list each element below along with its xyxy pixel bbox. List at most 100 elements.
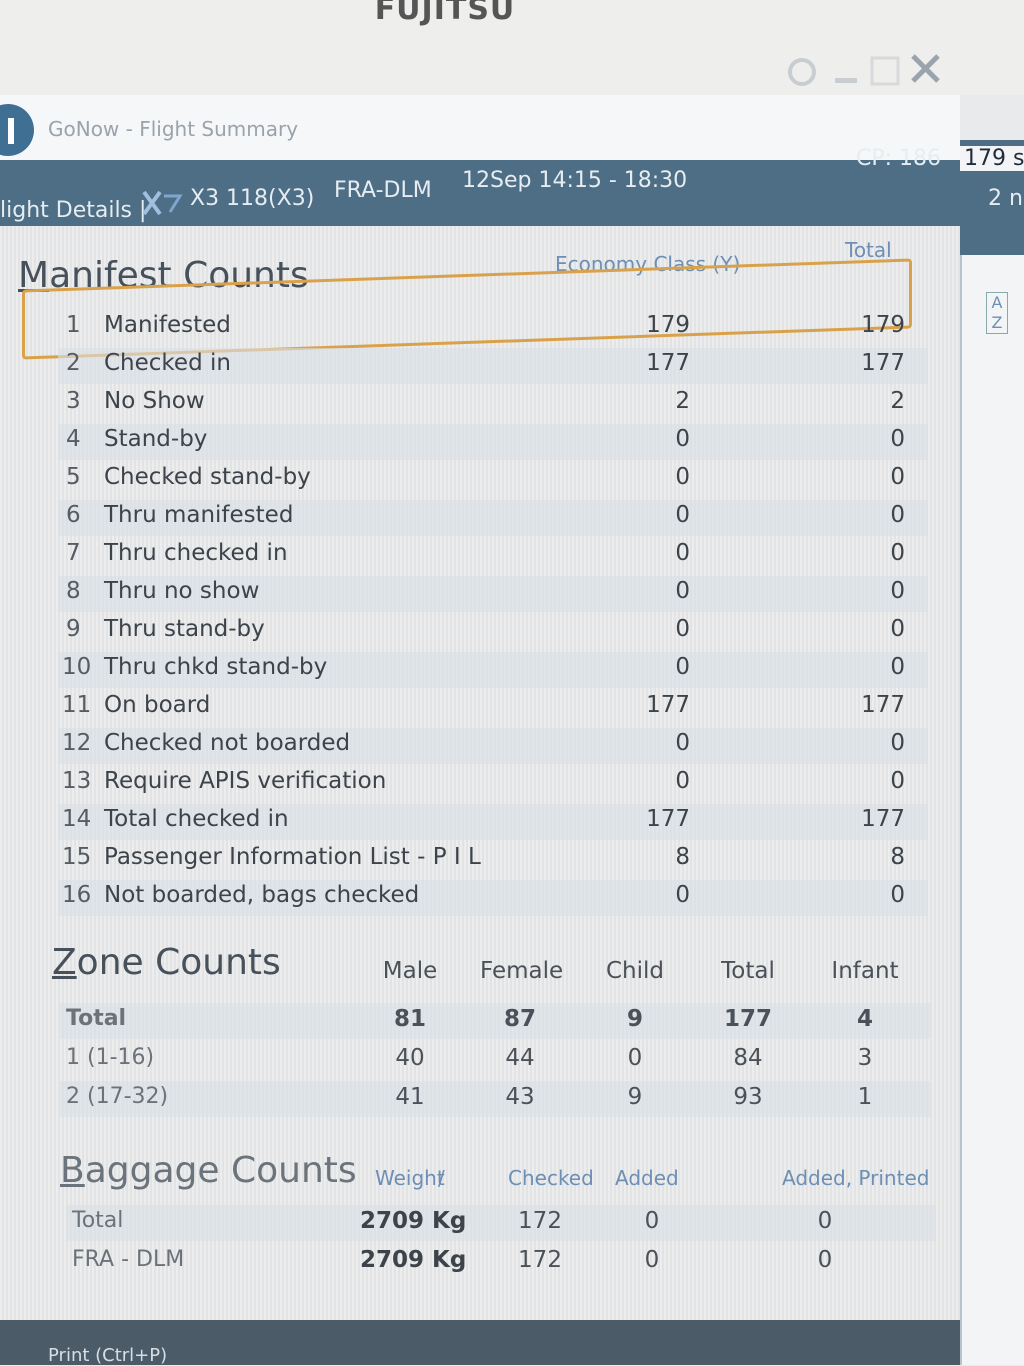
zone-count: 1 [857,1084,873,1110]
row-number: 11 [62,692,92,718]
row-number: 3 [66,388,81,414]
row-label: Passenger Information List - P I L [104,844,481,870]
row-number: 4 [66,426,81,452]
route: FRA-DLM [334,178,432,203]
flight-time: 12Sep 14:15 - 18:30 [462,168,688,193]
close-button[interactable] [911,54,940,83]
row-stripe [58,652,928,688]
total-count: 179 [861,312,905,338]
row-label: Thru chkd stand-by [104,654,328,680]
window-controls [788,54,940,86]
column-header: Weight [375,1166,445,1190]
section-title: Baggage Counts [60,1150,357,1191]
baggage-label: FRA - DLM [72,1247,185,1272]
row-stripe [58,728,928,764]
row-stripe [58,348,928,384]
total-count: 0 [890,654,905,680]
row-label: On board [104,692,211,718]
row-number: 16 [62,882,92,908]
app-icon [0,104,34,156]
row-label: Not boarded, bags checked [104,882,420,908]
row-number: 9 [66,616,81,642]
zone-label: 2 (17-32) [66,1084,169,1109]
zone-count: 87 [503,1006,536,1032]
row-stripe [58,500,928,536]
summary-content [0,226,960,1320]
economy-count: 177 [646,806,690,832]
zone-count: 43 [505,1084,535,1110]
zone-count: 3 [857,1045,873,1071]
total-count: 0 [890,730,905,756]
baggage-label: Total [72,1208,124,1233]
row-number: 8 [66,578,81,604]
column-header: / [438,1166,445,1190]
flight-number: X3 118(X3) [190,186,315,211]
zone-count: 44 [505,1045,535,1071]
column-header: Infant [831,958,899,984]
column-header: Total [721,958,775,984]
row-label: Thru no show [104,578,260,604]
economy-count: 0 [675,730,690,756]
side-count-2: 2 n [988,186,1023,211]
total-count: 0 [890,426,905,452]
row-number: 15 [62,844,92,870]
baggage-weight: 2709 Kg [360,1247,467,1273]
economy-count: 2 [675,388,690,414]
economy-count: 0 [675,768,690,794]
sort-button[interactable]: A Z [986,292,1008,334]
column-header: Economy Class (Y) [555,252,741,276]
row-label: Thru manifested [104,502,294,528]
economy-count: 8 [675,844,690,870]
row-number: 6 [66,502,81,528]
column-header: Female [480,958,564,984]
zone-count: 9 [627,1084,643,1110]
baggage-added: 0 [644,1208,660,1234]
economy-count: 0 [675,426,690,452]
zone-label: 1 (1-16) [66,1045,155,1070]
zone-count: 9 [626,1006,643,1032]
row-number: 2 [66,350,81,376]
column-header: Male [382,958,438,984]
title-bar [0,95,960,160]
zone-count: 177 [723,1006,772,1032]
window-title: GoNow - Flight Summary [48,117,299,141]
baggage-checked: 172 [518,1208,562,1234]
column-header: Child [605,958,665,984]
zone-count: 0 [627,1045,643,1071]
maximize-button[interactable] [870,56,900,86]
details-tab[interactable]: light Details | [0,198,147,223]
economy-count: 0 [675,464,690,490]
economy-count: 0 [675,578,690,604]
column-header: Added, Printed [782,1166,930,1190]
economy-count: 177 [646,692,690,718]
zone-count: 84 [733,1045,763,1071]
economy-count: 177 [646,350,690,376]
airline-logo [142,190,183,216]
total-count: 177 [861,692,905,718]
footer-bar [0,1320,960,1365]
total-count: 0 [890,882,905,908]
total-count: 177 [861,350,905,376]
economy-count: 0 [675,882,690,908]
zone-count: 81 [393,1006,426,1032]
total-count: 8 [890,844,905,870]
row-number: 5 [66,464,81,490]
baggage-checked: 172 [518,1247,562,1273]
row-stripe [60,1003,930,1039]
row-number: 12 [62,730,92,756]
economy-count: 0 [675,502,690,528]
help-button[interactable] [788,58,816,86]
print-button[interactable]: Print (Ctrl+P) [48,1345,168,1366]
monitor-brand: FUJITSU [374,0,516,27]
total-count: 0 [890,768,905,794]
economy-count: 0 [675,616,690,642]
row-label: Checked not boarded [104,730,351,756]
minimize-button[interactable] [835,78,857,83]
total-count: 0 [890,464,905,490]
section-title: Manifest Counts [18,255,309,296]
row-label: Checked in [104,350,231,376]
total-count: 0 [890,502,905,528]
baggage-weight: 2709 Kg [360,1208,467,1234]
row-label: Total checked in [104,806,289,832]
